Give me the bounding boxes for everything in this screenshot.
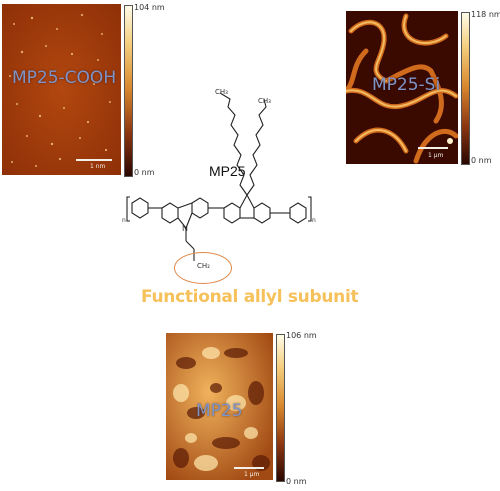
ch3-label-a: CH₃ <box>215 88 228 96</box>
panel-label: MP25 <box>196 401 243 421</box>
scale-bar <box>76 159 112 161</box>
colorbar-max-label: 118 nm <box>471 10 500 19</box>
repeat-n-right: n <box>312 217 316 224</box>
repeat-n-left: n <box>122 217 126 224</box>
allyl-subunit-caption: Functional allyl subunit <box>141 287 359 307</box>
scale-bar <box>418 147 448 149</box>
afm-panel-mp25-si: MP25-Si 1 μm 118 nm 0 nm <box>340 0 500 180</box>
scale-bar <box>234 467 264 469</box>
scale-bar-label: 1 nm <box>90 163 106 170</box>
colorbar-min-label: 0 nm <box>286 477 307 486</box>
colorbar-max-label: 106 nm <box>286 331 317 340</box>
colorbar-max-label: 104 nm <box>134 3 165 12</box>
ch3-label-b: CH₃ <box>258 97 271 105</box>
afm-panel-mp25-cooh: MP25-COOH 1 nm 104 nm 0 nm <box>0 0 165 180</box>
panel-label: MP25-COOH <box>12 68 117 88</box>
afm-image-mp25-cooh: MP25-COOH 1 nm <box>2 4 121 175</box>
ch2-label: CH₂ <box>197 262 210 270</box>
allyl-highlight-circle <box>174 252 232 284</box>
height-colorbar <box>124 5 133 177</box>
afm-image-mp25-si: MP25-Si 1 μm <box>346 11 458 164</box>
colorbar-min-label: 0 nm <box>471 156 492 165</box>
afm-image-mp25: MP25 1 μm <box>166 333 273 480</box>
structure-title: MP25 <box>209 163 246 179</box>
afm-panel-mp25: MP25 1 μm 106 nm 0 nm <box>160 325 340 491</box>
nitrogen-label: N <box>182 224 188 233</box>
height-colorbar <box>276 334 285 482</box>
scale-bar-label: 1 μm <box>244 471 260 478</box>
height-colorbar <box>461 12 470 165</box>
panel-label: MP25-Si <box>372 75 441 95</box>
colorbar-min-label: 0 nm <box>134 168 155 177</box>
mp25-chemical-structure <box>126 92 312 261</box>
scale-bar-label: 1 μm <box>428 152 444 159</box>
